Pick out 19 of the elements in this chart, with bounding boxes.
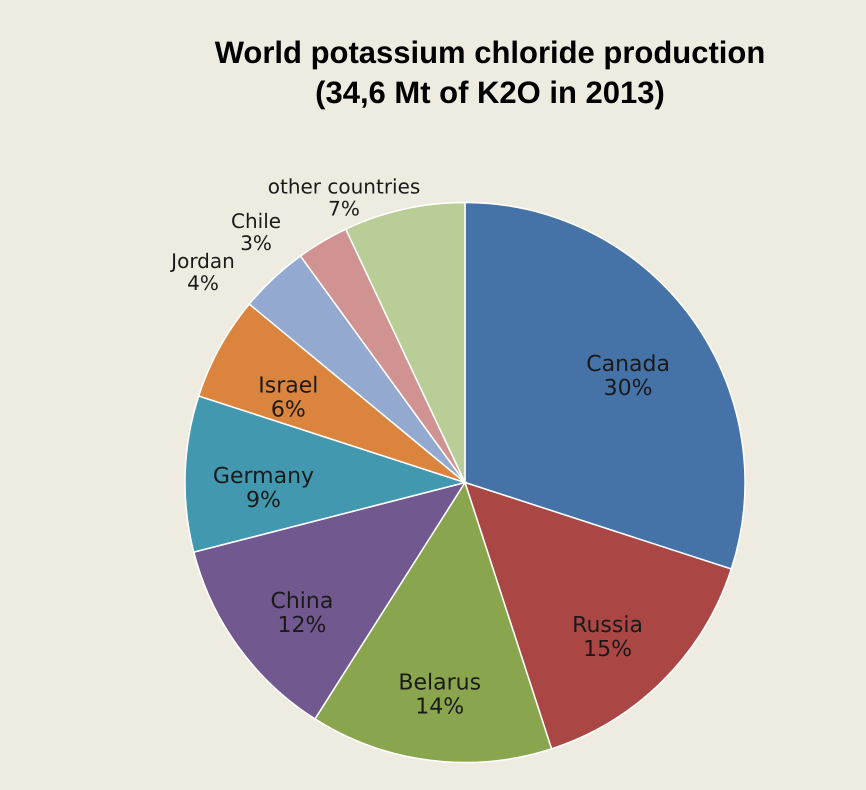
data-label: 6% (270, 397, 306, 422)
data-label: 9% (246, 488, 281, 514)
data-label: 12% (277, 612, 326, 638)
slice-label: other countries (268, 174, 420, 198)
slice-label: Russia (572, 613, 643, 638)
slice-label: Chile (231, 209, 282, 234)
chart-title: World potassium chloride production (34,6 Mt of K2O in 2013) (214, 35, 766, 110)
data-label: 4% (187, 271, 219, 296)
slice-label: Germany (212, 464, 314, 490)
data-label: 30% (604, 376, 653, 402)
data-label: 14% (415, 694, 464, 720)
slice-label: Canada (586, 352, 670, 378)
slice-label: China (270, 588, 334, 614)
slice-label: Jordan (169, 249, 235, 274)
data-label: 15% (583, 637, 632, 662)
data-label: 3% (240, 231, 272, 256)
slice-label: Belarus (398, 670, 482, 696)
slice-label: Israel (258, 373, 318, 398)
data-label: 7% (328, 196, 360, 220)
